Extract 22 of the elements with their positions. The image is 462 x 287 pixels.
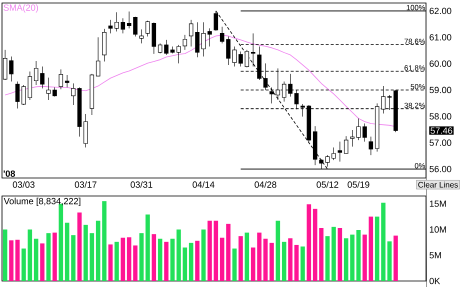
x-tick-label: 04/14	[192, 181, 214, 188]
chart-title: Volume [8,834,222]	[4, 198, 80, 206]
text: SMA(20)	[4, 4, 38, 13]
y-tick-label: 62.00	[430, 8, 452, 14]
y-tick-label: 5M	[430, 252, 441, 258]
x-tick-label: 05/12	[316, 181, 338, 188]
x-tick-label: 05/19	[348, 181, 370, 188]
y-tick-label: 0K	[430, 278, 440, 284]
y-tick-label: 56.00	[430, 166, 452, 172]
y-tick-label: 10M	[430, 226, 446, 233]
annotation: '08	[4, 170, 16, 177]
y-tick-label: 57.00	[430, 140, 452, 146]
y-tick-label: 60.00	[430, 60, 452, 67]
x-tick-label: 04/28	[254, 181, 276, 188]
text: 57.46	[430, 127, 452, 134]
y-tick-label: 15M	[430, 200, 446, 207]
y-tick-label: 61.00	[430, 34, 452, 40]
x-tick-label: 03/31	[130, 181, 152, 188]
y-tick-label: 58.00	[430, 113, 452, 120]
x-tick-label: 03/17	[74, 181, 96, 188]
x-tick-label: 03/03	[12, 181, 35, 188]
y-tick-label: 59.00	[430, 86, 452, 94]
